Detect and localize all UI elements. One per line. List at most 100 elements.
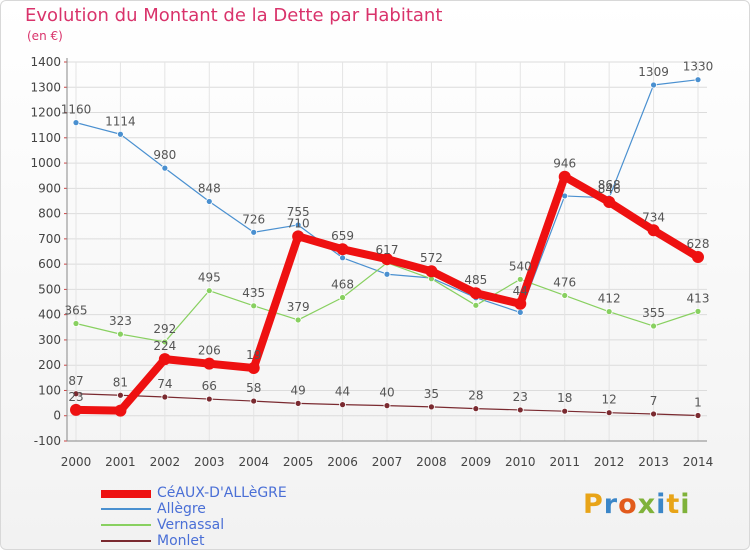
data-point bbox=[383, 270, 391, 278]
data-point bbox=[558, 170, 571, 183]
data-point bbox=[72, 320, 80, 327]
data-point bbox=[247, 361, 260, 374]
x-tick-label: 2008 bbox=[416, 455, 447, 469]
data-point bbox=[161, 164, 169, 172]
data-label: 848 bbox=[198, 181, 221, 195]
logo-letter: r bbox=[603, 489, 619, 520]
data-label: 435 bbox=[242, 286, 265, 300]
y-tick-label: 700 bbox=[38, 232, 61, 246]
legend-swatch-allegre bbox=[101, 508, 151, 510]
y-tick-label: 1400 bbox=[30, 55, 61, 69]
x-tick-label: 2003 bbox=[194, 455, 225, 469]
data-point bbox=[250, 397, 258, 405]
data-label: 81 bbox=[113, 375, 128, 389]
data-label: 468 bbox=[331, 277, 354, 291]
y-tick-label: 500 bbox=[38, 282, 61, 296]
data-point bbox=[205, 395, 213, 403]
logo-letter: i bbox=[680, 489, 691, 520]
data-label: 980 bbox=[153, 148, 176, 162]
data-point bbox=[158, 353, 171, 366]
y-tick-label: 1300 bbox=[30, 80, 61, 94]
series-layer bbox=[70, 76, 704, 419]
data-label: 19 bbox=[246, 348, 261, 362]
data-label: 485 bbox=[464, 273, 487, 287]
data-label: 18 bbox=[557, 391, 572, 405]
x-tick-label: 2000 bbox=[61, 455, 92, 469]
data-label: 846 bbox=[598, 182, 621, 196]
x-tick-label: 2012 bbox=[594, 455, 625, 469]
y-tick-label: 400 bbox=[38, 308, 61, 322]
y-tick-label: 1200 bbox=[30, 106, 61, 120]
logo-letter: x bbox=[637, 489, 657, 520]
logo-letter: P bbox=[583, 489, 604, 520]
data-point bbox=[694, 412, 702, 419]
data-label: 44 bbox=[335, 385, 350, 399]
data-point bbox=[381, 253, 393, 266]
data-point bbox=[339, 254, 346, 262]
data-point bbox=[117, 391, 124, 399]
proxiti-logo: Proxiti bbox=[583, 489, 691, 520]
data-label: 540 bbox=[509, 259, 532, 273]
data-point bbox=[203, 357, 216, 370]
data-point bbox=[114, 404, 127, 417]
data-point bbox=[339, 294, 346, 301]
data-label: 23 bbox=[513, 390, 528, 404]
data-point bbox=[294, 316, 302, 324]
data-label: 44 bbox=[513, 284, 528, 298]
data-point bbox=[647, 224, 660, 237]
y-tick-label: 200 bbox=[38, 358, 61, 372]
data-label: 206 bbox=[198, 344, 221, 358]
data-point bbox=[561, 407, 569, 415]
data-point bbox=[516, 406, 524, 414]
data-point bbox=[650, 81, 657, 89]
data-point bbox=[294, 221, 302, 229]
data-point bbox=[605, 308, 613, 316]
data-point bbox=[516, 308, 524, 316]
data-label: 66 bbox=[202, 379, 217, 393]
data-label: 12 bbox=[602, 393, 617, 407]
legend-swatch-ceaux bbox=[101, 490, 151, 498]
data-point bbox=[516, 275, 524, 283]
y-tick-label: 800 bbox=[38, 207, 61, 221]
logo-letter: i bbox=[656, 489, 667, 520]
data-label: 58 bbox=[246, 381, 261, 395]
data-point bbox=[161, 338, 169, 346]
legend-label-allegre: Allègre bbox=[157, 501, 206, 517]
grid-layer bbox=[67, 61, 707, 442]
data-point bbox=[694, 76, 702, 84]
data-label: 572 bbox=[420, 251, 443, 265]
data-point bbox=[692, 251, 704, 264]
data-label: 476 bbox=[553, 275, 576, 289]
data-point bbox=[469, 287, 482, 300]
data-point bbox=[561, 292, 569, 299]
data-point bbox=[603, 195, 616, 208]
data-label: 379 bbox=[287, 300, 310, 314]
data-point bbox=[472, 301, 480, 309]
data-point bbox=[205, 198, 213, 205]
data-point bbox=[72, 119, 80, 127]
x-tick-label: 2010 bbox=[505, 455, 536, 469]
data-label: 23 bbox=[68, 390, 83, 404]
legend-label-ceaux: CéAUX-D'ALLèGRE bbox=[157, 485, 287, 501]
x-tick-label: 2002 bbox=[150, 455, 181, 469]
data-label: 224 bbox=[153, 339, 176, 353]
data-label: 726 bbox=[242, 212, 265, 226]
data-point bbox=[205, 287, 213, 295]
data-label: 1114 bbox=[105, 114, 136, 128]
data-point bbox=[650, 410, 657, 418]
data-label: 355 bbox=[642, 306, 665, 320]
data-point bbox=[605, 409, 613, 417]
x-tick-label: 2009 bbox=[461, 455, 492, 469]
data-label: 74 bbox=[157, 377, 172, 391]
x-tick-label: 2013 bbox=[638, 455, 669, 469]
data-label: 323 bbox=[109, 314, 132, 328]
data-point bbox=[161, 393, 169, 401]
data-label: 412 bbox=[598, 292, 621, 306]
legend-label-monlet: Monlet bbox=[157, 533, 205, 549]
y-tick-label: 600 bbox=[38, 257, 61, 271]
data-label: 628 bbox=[687, 237, 710, 251]
data-point bbox=[472, 405, 480, 413]
data-label: 7 bbox=[650, 394, 658, 408]
data-point bbox=[72, 390, 80, 398]
